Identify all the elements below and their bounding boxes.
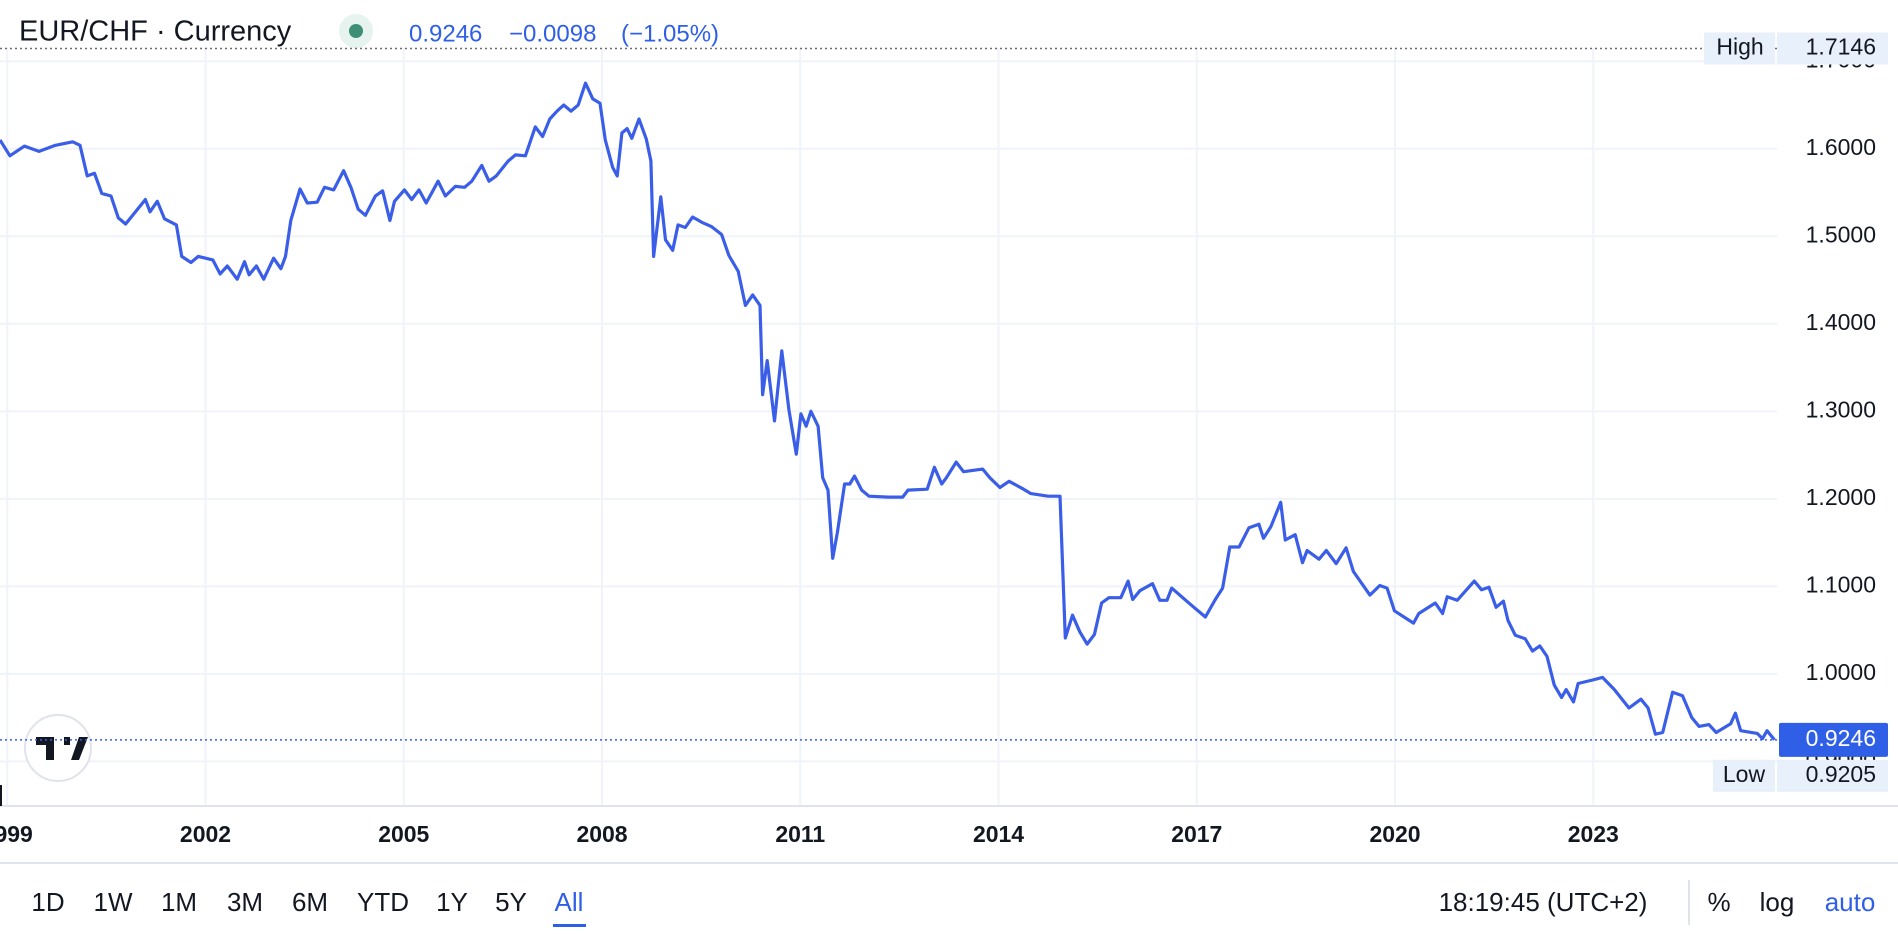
x-tick-label: 2008 — [576, 821, 627, 847]
logo-mark — [36, 737, 88, 760]
header: EUR/CHF · Currency 0.9246 −0.0098 (−1.05… — [19, 14, 719, 48]
active-range-underline — [553, 924, 586, 927]
x-tick-label: 2017 — [1171, 821, 1222, 847]
price-labels: High 1.7146 0.9246 Low 0.9205 — [0, 32, 1888, 792]
chart-title: EUR/CHF · Currency — [19, 16, 292, 48]
high-tag: High — [1716, 34, 1763, 60]
range-button[interactable]: 6M — [292, 887, 328, 917]
range-button[interactable]: 5Y — [495, 887, 527, 917]
logo — [24, 714, 92, 782]
low-value-bg — [1777, 759, 1888, 792]
grid — [0, 48, 1777, 806]
change: −0.0098 — [509, 20, 596, 47]
last-price-bg — [1779, 722, 1888, 757]
status-dot — [349, 24, 363, 38]
x-tick-label: 1999 — [0, 821, 33, 847]
range-button[interactable]: 1W — [94, 887, 133, 917]
y-tick-label: 1.1000 — [1806, 571, 1876, 597]
axes: 1999200220052008201120142017202020230.90… — [0, 46, 1898, 864]
x-tick-label: 2005 — [378, 821, 429, 847]
y-tick-label: 1.2000 — [1806, 484, 1876, 510]
y-tick-label: 1.0000 — [1806, 659, 1876, 685]
low-value: 0.9205 — [1806, 761, 1876, 787]
range-button[interactable]: 1D — [31, 887, 64, 917]
range-button[interactable]: All — [555, 887, 584, 917]
x-tick-label: 2002 — [180, 821, 231, 847]
high-tag-bg — [1704, 32, 1775, 65]
low-tag: Low — [1723, 761, 1766, 787]
chart-option[interactable]: auto — [1825, 887, 1876, 917]
y-tick-label: 1.4000 — [1806, 309, 1876, 335]
last-price: 0.9246 — [409, 20, 482, 47]
range-button[interactable]: YTD — [357, 887, 409, 917]
x-tick-label: 2023 — [1568, 821, 1619, 847]
change-percent: (−1.05%) — [621, 20, 719, 47]
range-button[interactable]: 1M — [161, 887, 197, 917]
high-value: 1.7146 — [1806, 34, 1876, 60]
low-tag-bg — [1713, 759, 1775, 792]
logo-badge — [24, 714, 92, 782]
toolbar: 18:19:45 (UTC+2) 1D 1W 1M 3M 6M YTD 1Y 5Y All% lo… — [31, 880, 1875, 927]
x-tick-label: 2014 — [973, 821, 1024, 847]
high-value-bg — [1777, 32, 1888, 65]
y-tick-label: 1.6000 — [1806, 134, 1876, 160]
chart-option[interactable]: log — [1760, 887, 1795, 917]
x-tick-label: 2011 — [775, 821, 825, 847]
price-line — [0, 81, 1776, 741]
range-button[interactable]: 1Y — [436, 887, 468, 917]
plot — [0, 81, 1776, 741]
x-tick-label: 2020 — [1369, 821, 1420, 847]
last-price-tag: 0.9246 — [1806, 725, 1876, 751]
y-tick-label: 1.5000 — [1806, 221, 1876, 247]
clock: 18:19:45 (UTC+2) — [1439, 887, 1648, 917]
range-button[interactable]: 3M — [227, 887, 263, 917]
chart-option[interactable]: % — [1707, 887, 1730, 917]
y-tick-label: 1.3000 — [1806, 396, 1876, 422]
